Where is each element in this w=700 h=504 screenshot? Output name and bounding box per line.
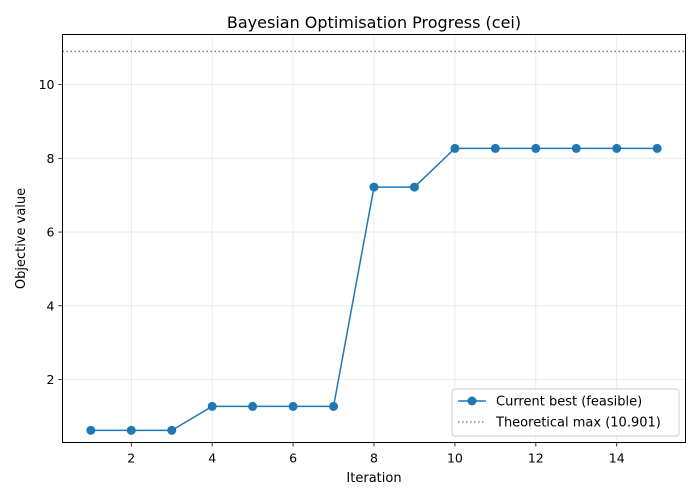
data-point	[248, 401, 258, 411]
y-tick-label: 6	[47, 225, 55, 240]
legend: Current best (feasible) Theoretical max …	[451, 388, 680, 437]
x-tick-label: 2	[127, 451, 135, 466]
y-tick-label: 2	[47, 372, 55, 387]
x-tick-label: 10	[447, 451, 463, 466]
y-tick-label: 10	[39, 77, 55, 92]
x-tick-label: 6	[289, 451, 297, 466]
data-point	[409, 182, 419, 192]
data-point	[571, 143, 581, 153]
data-point	[531, 143, 541, 153]
legend-box	[451, 388, 680, 437]
x-tick-label: 12	[528, 451, 544, 466]
x-axis-label: Iteration	[346, 471, 401, 486]
data-point	[369, 182, 379, 192]
legend-series-marker	[467, 396, 477, 406]
data-point	[329, 401, 339, 411]
data-point	[288, 401, 298, 411]
x-tick-label: 14	[609, 451, 625, 466]
x-tick-label: 8	[370, 451, 378, 466]
plot-data	[62, 50, 686, 435]
y-tick-label: 8	[47, 151, 55, 166]
legend-series-label: Current best (feasible)	[496, 395, 642, 410]
data-point	[126, 425, 136, 435]
legend-reference-label: Theoretical max (10.901)	[495, 416, 661, 431]
y-axis-label: Objective value	[14, 188, 29, 289]
chart-title: Bayesian Optimisation Progress (cei)	[227, 13, 521, 32]
data-point	[86, 425, 96, 435]
x-tick-label: 4	[208, 451, 216, 466]
data-point	[450, 143, 460, 153]
data-point	[612, 143, 622, 153]
data-point	[490, 143, 500, 153]
data-point	[167, 425, 177, 435]
y-tick-label: 4	[47, 298, 55, 313]
ticks: 2 4 6 8 10 12 14 2 4 6 8 10	[39, 77, 625, 465]
data-point	[652, 143, 662, 153]
data-point	[207, 401, 217, 411]
grid	[62, 34, 686, 443]
